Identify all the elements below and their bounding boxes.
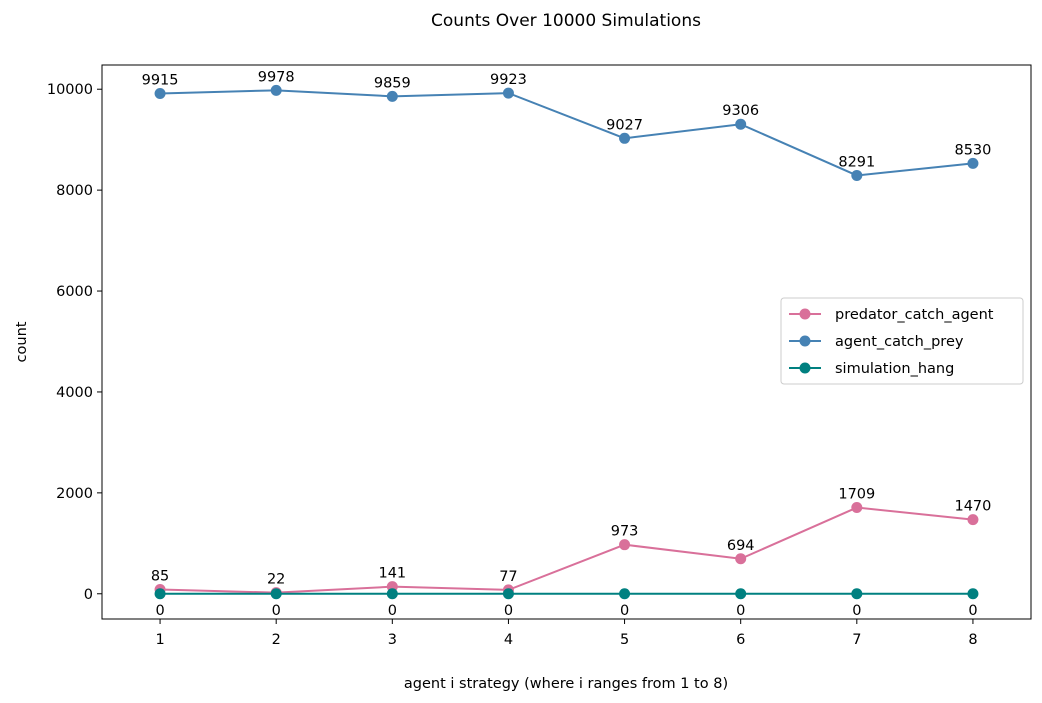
x-axis-label: agent i strategy (where i ranges from 1 …: [404, 676, 728, 692]
data-point: [619, 588, 631, 600]
data-point: [386, 90, 398, 102]
x-axis: 1 2 3 4 5 6 7 8: [155, 619, 978, 648]
x-tick-label: 7: [852, 632, 861, 648]
series-simulation_hang: 0 0 0 0 0 0 0 0: [154, 588, 979, 619]
data-point: [851, 169, 863, 181]
data-point: [502, 588, 514, 600]
data-point: [154, 88, 166, 100]
data-label: 9859: [374, 75, 411, 91]
legend-entry: agent_catch_prey: [789, 334, 964, 350]
data-label: 9306: [722, 103, 759, 119]
chart-title: Counts Over 10000 Simulations: [431, 11, 701, 31]
legend-label: predator_catch_agent: [835, 307, 994, 323]
data-point: [967, 588, 979, 600]
data-label: 0: [504, 603, 513, 619]
data-label: 77: [499, 569, 517, 585]
series-agent_catch_prey: 9915 9978 9859 9923 9027 9306 8291 8530: [142, 69, 991, 181]
data-point: [386, 588, 398, 600]
data-point: [967, 514, 979, 526]
y-tick-label: 4000: [56, 385, 93, 401]
data-label: 0: [620, 603, 629, 619]
data-point: [851, 588, 863, 600]
data-label: 9978: [258, 69, 295, 85]
series-line: [160, 506, 974, 594]
data-point: [851, 502, 863, 514]
data-label: 0: [388, 603, 397, 619]
data-point: [502, 87, 514, 99]
legend-marker: [799, 335, 811, 347]
data-label: 141: [378, 566, 406, 582]
data-label: 8291: [838, 154, 875, 170]
data-label: 973: [611, 524, 639, 540]
data-point: [270, 588, 282, 600]
data-label: 9915: [142, 73, 179, 89]
data-label: 85: [151, 568, 169, 584]
data-point: [270, 84, 282, 96]
x-tick-label: 5: [620, 632, 629, 648]
y-tick-label: 8000: [56, 183, 93, 199]
legend-label: simulation_hang: [835, 361, 954, 377]
x-tick-label: 6: [736, 632, 745, 648]
data-label: 1709: [838, 487, 875, 503]
data-label: 1470: [954, 499, 991, 515]
plot-area-frame: [101, 64, 1032, 620]
data-label: 9923: [490, 72, 527, 88]
data-label: 694: [727, 538, 755, 554]
x-tick-label: 3: [388, 632, 397, 648]
y-tick-label: 0: [84, 587, 93, 603]
series-predator_catch_agent: 85 22 141 77 973 694 1709 1470: [151, 487, 991, 599]
data-point: [154, 588, 166, 600]
legend-label: agent_catch_prey: [835, 334, 964, 350]
x-tick-label: 4: [504, 632, 513, 648]
data-point: [735, 553, 747, 565]
y-tick-label: 10000: [47, 82, 93, 98]
data-label: 8530: [954, 142, 991, 158]
data-label: 0: [155, 603, 164, 619]
x-tick-label: 8: [968, 632, 977, 648]
legend: predator_catch_agent agent_catch_preysimu…: [780, 297, 1024, 385]
legend-entry: predator_catch_agent: [789, 307, 994, 323]
data-label: 0: [272, 603, 281, 619]
data-label: 0: [736, 603, 745, 619]
y-tick-label: 2000: [56, 486, 93, 502]
y-axis-label: count: [14, 321, 30, 362]
data-label: 0: [852, 603, 861, 619]
y-tick-label: 6000: [56, 284, 93, 300]
data-point: [967, 157, 979, 169]
data-point: [619, 132, 631, 144]
data-label: 9027: [606, 117, 643, 133]
data-label: 22: [267, 572, 285, 588]
x-tick-label: 2: [272, 632, 281, 648]
legend-box: [780, 297, 1024, 385]
data-point: [735, 118, 747, 130]
legend-marker: [799, 362, 811, 374]
legend-entry: simulation_hang: [789, 361, 954, 377]
data-label: 0: [968, 603, 977, 619]
data-point: [735, 588, 747, 600]
legend-marker: [799, 308, 811, 320]
y-axis: 0 2000 4000 6000 8000 10000: [47, 82, 102, 603]
series-line: [160, 89, 974, 177]
x-tick-label: 1: [155, 632, 164, 648]
data-point: [619, 539, 631, 551]
